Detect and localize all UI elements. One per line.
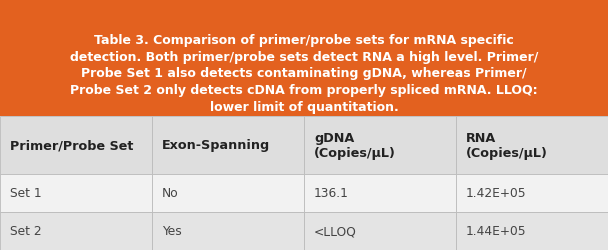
Bar [0, 116, 608, 250]
Bar [0, 174, 152, 212]
Bar [0, 212, 152, 250]
Bar [0, 116, 152, 174]
Bar [456, 174, 608, 212]
Text: gDNA
(Copies/μL): gDNA (Copies/μL) [314, 131, 396, 160]
Bar [152, 116, 304, 174]
Bar [304, 212, 456, 250]
Text: 136.1: 136.1 [314, 187, 349, 200]
Text: 1.42E+05: 1.42E+05 [466, 187, 527, 200]
Bar [152, 212, 304, 250]
Text: No: No [162, 187, 179, 200]
Text: Table 3. Comparison of primer/probe sets for mRNA specific
detection. Both prime: Table 3. Comparison of primer/probe sets… [70, 34, 538, 114]
Bar [0, 0, 608, 148]
Bar [304, 116, 456, 174]
Text: Primer/Probe Set: Primer/Probe Set [10, 139, 133, 152]
Bar [152, 174, 304, 212]
Text: 1.44E+05: 1.44E+05 [466, 224, 527, 237]
Text: Exon-Spanning: Exon-Spanning [162, 139, 270, 152]
Text: Yes: Yes [162, 224, 182, 237]
Text: RNA
(Copies/μL): RNA (Copies/μL) [466, 131, 548, 160]
Text: <LLOQ: <LLOQ [314, 224, 357, 237]
Bar [456, 212, 608, 250]
Text: Set 1: Set 1 [10, 187, 41, 200]
Bar [304, 174, 456, 212]
Bar [456, 116, 608, 174]
Text: Set 2: Set 2 [10, 224, 41, 237]
